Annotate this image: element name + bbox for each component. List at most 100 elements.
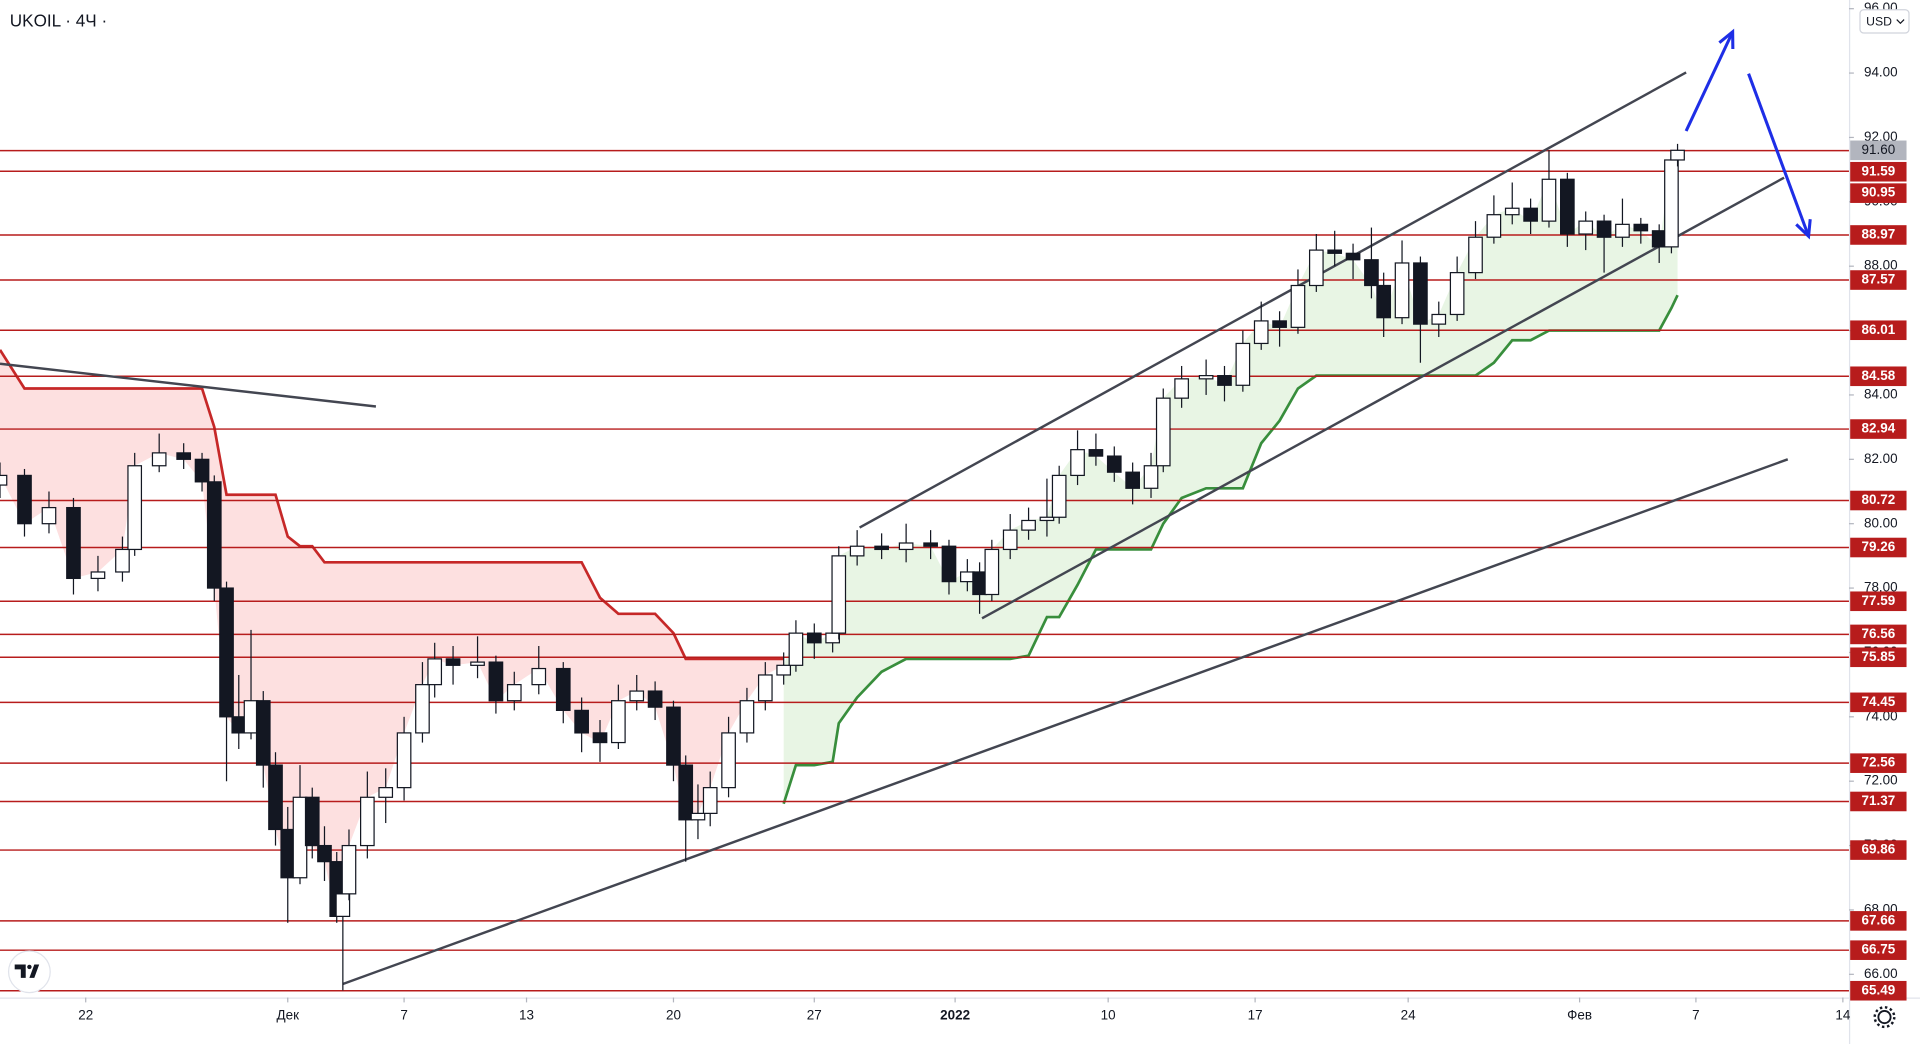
candle-body (690, 812, 706, 821)
level-label-box (1850, 753, 1907, 773)
candle-body (292, 796, 308, 879)
x-tick-label: 7 (1692, 1007, 1699, 1022)
candle-body (378, 787, 394, 798)
candle-body (721, 732, 736, 789)
candle-body (268, 764, 283, 831)
symbol-title: UKOIL · 4Ч · (10, 11, 107, 31)
level-label: 65.49 (1862, 982, 1896, 997)
currency-button[interactable]: USD (1859, 9, 1910, 34)
candle-body (1106, 455, 1122, 473)
tv-logo (7, 950, 51, 994)
candle-body (1504, 207, 1520, 216)
candle-body (1327, 249, 1343, 254)
candle-body (1198, 375, 1214, 380)
candle-body (1486, 214, 1502, 238)
x-tick-label: 13 (519, 1007, 534, 1022)
currency-box[interactable] (1859, 9, 1910, 34)
candle-body (66, 506, 81, 580)
y-tick-label: 78.00 (1864, 580, 1898, 595)
level-label-box (1850, 940, 1907, 960)
candle-body (1308, 249, 1324, 287)
currency-label[interactable]: USD (1866, 14, 1892, 28)
candle-body (445, 658, 461, 666)
currency-caret[interactable] (1896, 19, 1905, 25)
candle-body (17, 474, 32, 525)
candle-body (1235, 342, 1251, 386)
y-tick-label: 80.00 (1864, 515, 1898, 530)
x-tick-label: 10 (1101, 1007, 1116, 1022)
x-tick-label: 27 (807, 1007, 822, 1022)
candle-body (788, 632, 804, 666)
x-tick-label: Дек (277, 1007, 300, 1022)
candle-body (647, 690, 663, 708)
gear-teeth[interactable] (1873, 1006, 1896, 1029)
level-label: 87.57 (1862, 272, 1896, 287)
candle-body (1021, 519, 1036, 531)
level-label-box (1850, 537, 1907, 558)
candle-body (1596, 220, 1612, 238)
candle-body (531, 667, 547, 686)
level-label: 75.85 (1862, 649, 1896, 664)
level-label: 82.94 (1862, 421, 1896, 436)
logo-dot (27, 964, 32, 970)
level-label: 66.75 (1862, 942, 1896, 957)
y-tick-label: 84.00 (1864, 387, 1898, 402)
candle-body (1290, 284, 1306, 328)
candle-body (280, 828, 296, 879)
candle-body (41, 506, 57, 525)
level-label-box (1850, 225, 1907, 245)
x-tick-label: 2022 (940, 1007, 970, 1022)
candle-body (849, 545, 865, 557)
level-label: 67.66 (1862, 912, 1896, 927)
candle-body (1468, 236, 1483, 274)
level-label: 72.56 (1862, 755, 1896, 770)
y-tick-label: 94.00 (1864, 65, 1898, 80)
last-price-box (1850, 140, 1907, 161)
x-tick-label: 20 (666, 1007, 681, 1022)
candle-body (317, 844, 332, 863)
candle-body (629, 690, 645, 702)
level-label: 69.86 (1862, 842, 1896, 857)
settings-button[interactable] (1873, 1006, 1896, 1029)
candle-body (1155, 397, 1171, 467)
candle-body (702, 787, 718, 814)
level-label-box (1850, 270, 1907, 290)
logo-mark (14, 964, 40, 978)
candle-body (194, 458, 210, 483)
arrow-head (1795, 219, 1812, 240)
logo-circle (7, 950, 51, 994)
candle-body (776, 664, 792, 676)
candle-body (304, 796, 320, 847)
candle-body (341, 844, 357, 895)
candle-body (1670, 149, 1685, 161)
x-tick-label: Фев (1567, 1007, 1592, 1022)
candle-body (243, 700, 259, 734)
candle-body (739, 700, 755, 734)
trend-line (859, 71, 1687, 529)
supertrend-line (0, 349, 784, 661)
candle-body (574, 709, 589, 734)
candle-body (923, 542, 938, 547)
candle-body (1088, 449, 1104, 457)
y-tick-label: 92.00 (1864, 129, 1898, 144)
candle-body (1394, 262, 1410, 319)
candle-body (984, 548, 1000, 596)
candle-body (506, 684, 522, 702)
candle-body (0, 474, 8, 486)
gear-ring[interactable] (1877, 1010, 1892, 1025)
level-label-box (1850, 366, 1907, 387)
candle-body (1217, 375, 1232, 386)
level-label-box (1850, 161, 1907, 182)
candle-body (335, 893, 351, 917)
candle-body (825, 632, 840, 644)
candle-body (1651, 230, 1667, 248)
arrow-head (1718, 28, 1735, 50)
x-tick-label: 24 (1401, 1007, 1416, 1022)
level-label-box (1850, 840, 1907, 860)
candle-body (206, 481, 222, 589)
candle-body (1345, 252, 1361, 261)
candle-body (1039, 516, 1055, 522)
x-tick-label: 14 (1835, 1007, 1850, 1022)
